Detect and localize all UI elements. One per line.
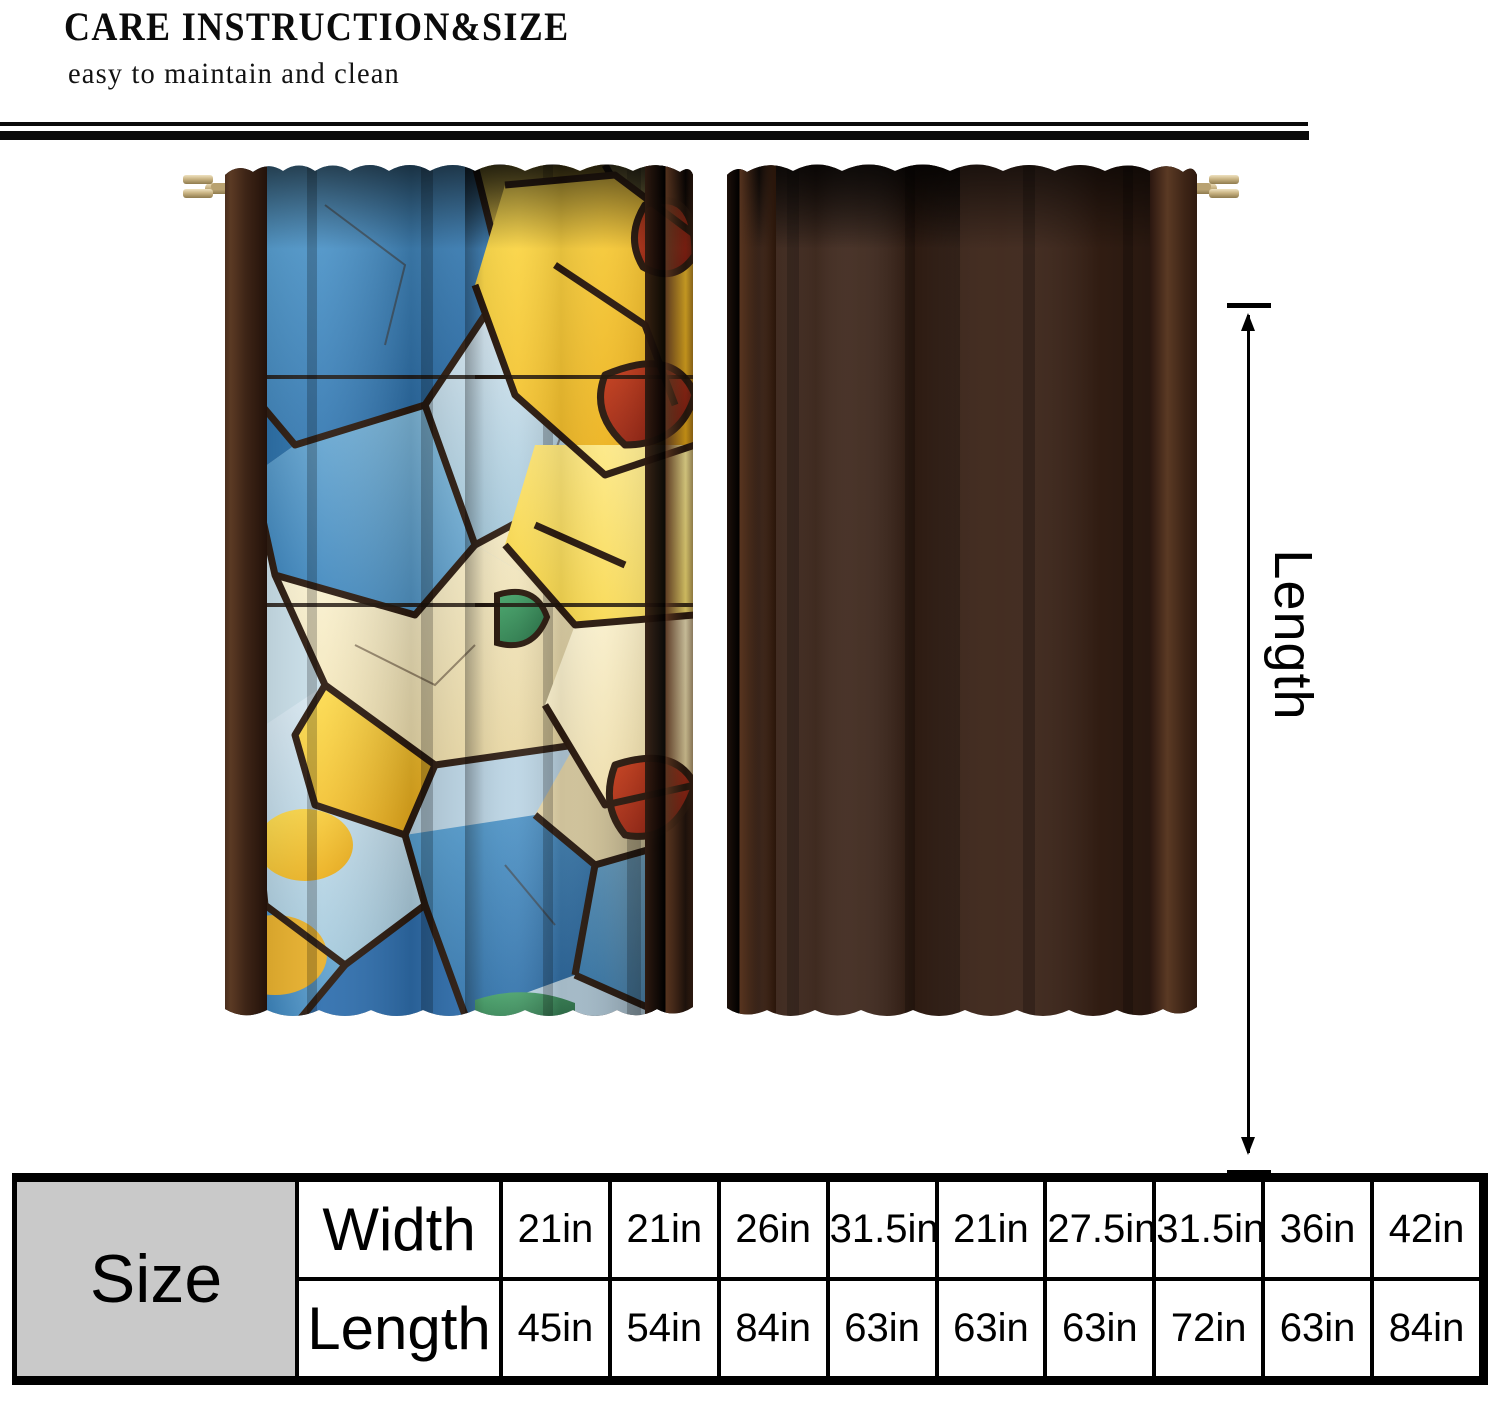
length-dimension-line (1247, 315, 1250, 1153)
size-header-cell: Size (17, 1178, 299, 1380)
width-value-9: 42in (1370, 1178, 1483, 1281)
row-label-width: Width (295, 1178, 503, 1281)
divider-rule-thin (0, 122, 1308, 126)
length-value-6: 63in (1043, 1277, 1157, 1380)
length-arrow-bottom (1241, 1137, 1255, 1155)
length-value-5: 63in (934, 1277, 1048, 1380)
curtain-product-image (175, 145, 1245, 1045)
page-title: CARE INSTRUCTION&SIZE (64, 4, 570, 49)
product-image-section: Length Width (0, 145, 1500, 1278)
medallion-right-half (1221, 175, 1245, 836)
panel-gap (693, 159, 727, 1039)
table-row-length: Length 45in 54in 84in 63in 63in 63in 72i… (17, 1277, 1483, 1380)
length-arrow-top (1241, 313, 1255, 331)
width-value-8: 36in (1261, 1178, 1374, 1281)
length-value-1: 45in (499, 1277, 612, 1380)
length-tick-top (1227, 303, 1271, 308)
length-value-8: 63in (1261, 1277, 1374, 1380)
width-value-2: 21in (607, 1178, 721, 1281)
length-value-7: 72in (1152, 1277, 1266, 1380)
width-value-4: 31.5in (825, 1178, 939, 1281)
page-subtitle: easy to maintain and clean (68, 57, 400, 90)
table-row-width: Size Width 21in 21in 26in 31.5in 21in 27… (17, 1178, 1483, 1380)
length-value-9: 84in (1370, 1277, 1483, 1380)
header-section: CARE INSTRUCTION&SIZE easy to maintain a… (0, 0, 1500, 140)
width-value-5: 21in (934, 1178, 1048, 1281)
width-value-7: 31.5in (1152, 1178, 1265, 1281)
width-value-3: 26in (716, 1178, 830, 1281)
stained-glass-curtain-illustration (183, 159, 1245, 1039)
width-value-6: 27.5in (1043, 1178, 1156, 1281)
length-value-2: 54in (607, 1277, 721, 1380)
divider-rule-thick (0, 131, 1309, 140)
size-table-grid: Size Width 21in 21in 26in 31.5in 21in 27… (17, 1178, 1483, 1380)
central-medallion (465, 164, 1245, 1016)
length-tick-bottom (1227, 1170, 1271, 1175)
rod-finial-left (183, 175, 233, 198)
size-table: Size Width 21in 21in 26in 31.5in 21in 27… (12, 1173, 1488, 1385)
length-value-3: 84in (716, 1277, 830, 1380)
width-value-1: 21in (499, 1178, 612, 1281)
length-label: Length (1263, 549, 1323, 721)
row-label-length: Length (295, 1277, 503, 1380)
length-value-4: 63in (825, 1277, 939, 1380)
